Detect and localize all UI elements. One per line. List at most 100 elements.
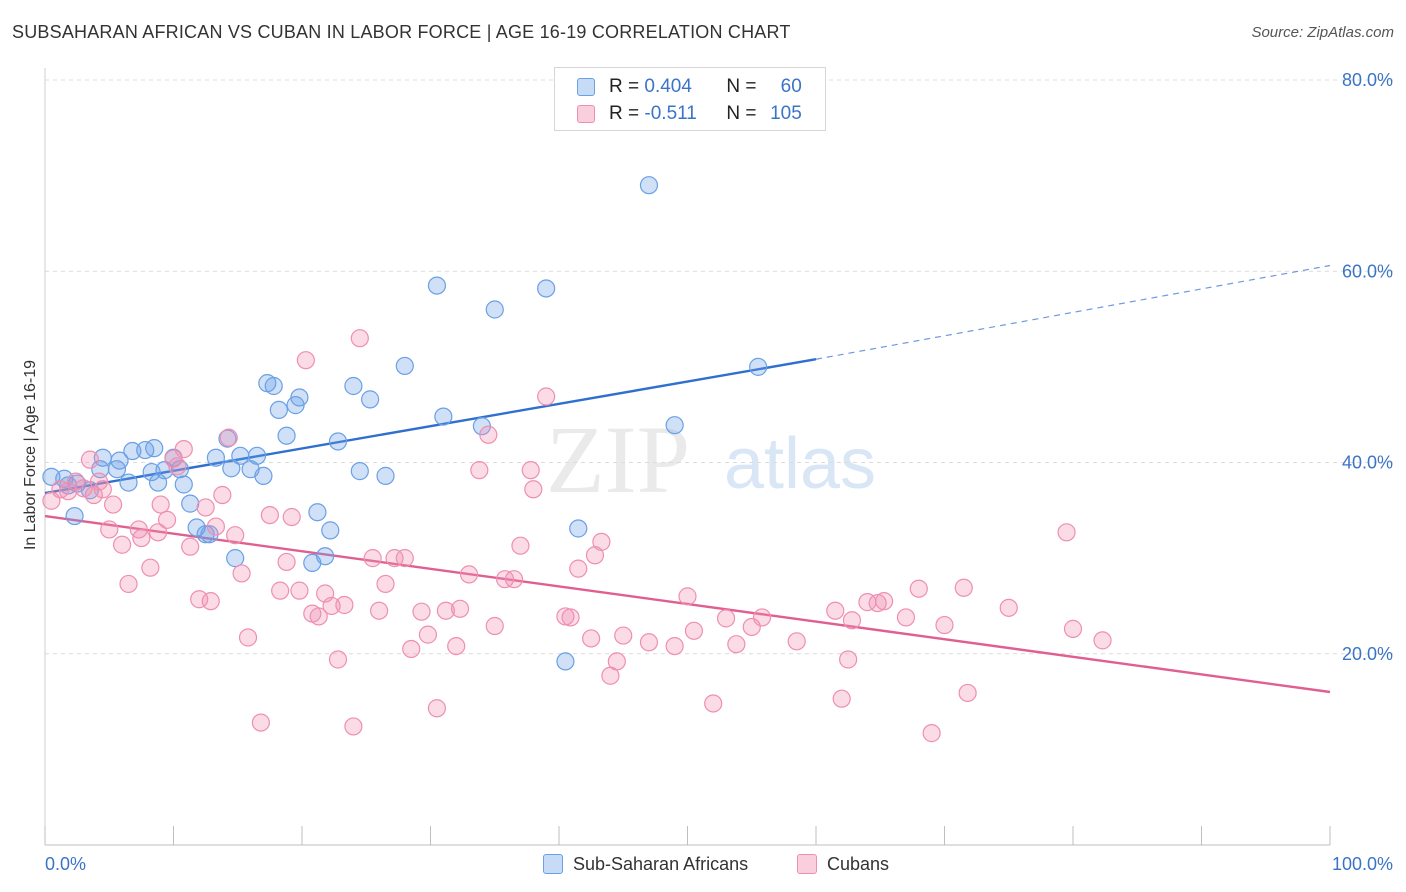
watermark: ZIP atlas	[546, 406, 876, 513]
legend-r-value: 0.404	[644, 76, 692, 97]
point-cuban	[80, 450, 100, 469]
axes	[44, 68, 1331, 846]
point-cuban	[826, 601, 845, 620]
source-note: Source: ZipAtlas.com	[1251, 24, 1394, 41]
point-cuban	[328, 650, 348, 669]
point-subsaharan	[427, 276, 447, 295]
point-cuban	[168, 457, 187, 476]
point-subsaharan	[395, 356, 414, 376]
point-cuban	[470, 461, 489, 480]
legend-n-value: 105	[770, 103, 802, 124]
point-cuban	[561, 608, 580, 627]
point-cuban	[151, 495, 170, 514]
trend-line-extension	[815, 264, 1331, 360]
point-cuban	[181, 537, 200, 556]
point-subsaharan	[136, 440, 155, 460]
point-subsaharan	[321, 521, 340, 540]
point-cuban	[277, 552, 296, 572]
legend-swatch-pink	[577, 105, 595, 123]
point-cuban	[1057, 523, 1076, 542]
series-label: Cubans	[827, 853, 890, 874]
point-cuban	[238, 628, 258, 647]
point-subsaharan	[328, 432, 348, 451]
point-cuban	[59, 482, 78, 501]
point-cuban	[350, 329, 369, 348]
point-cuban	[1063, 619, 1083, 638]
point-cuban	[363, 549, 382, 568]
tick-labels: 20.0% 40.0% 60.0% 80.0% 0.0% 100.0%	[45, 70, 1393, 874]
point-cuban	[537, 387, 556, 406]
point-subsaharan	[181, 494, 200, 513]
stats-legend: R = 0.404 N = 60 R = -0.511 N = 105	[554, 67, 826, 131]
chart-title: SUBSAHARAN AFRICAN VS CUBAN IN LABOR FOR…	[12, 22, 791, 42]
point-cuban	[251, 713, 270, 732]
point-cuban	[427, 699, 447, 718]
point-cuban	[684, 621, 704, 640]
point-cuban	[868, 593, 887, 613]
point-cuban	[678, 587, 697, 606]
point-cuban	[376, 574, 395, 594]
series-legend-subsaharan: Sub-Saharan Africans	[543, 852, 748, 876]
x-tick-label: 0.0%	[45, 854, 86, 874]
point-subsaharan	[376, 466, 395, 485]
point-cuban	[213, 485, 232, 505]
point-cuban	[260, 505, 279, 525]
series-legend-cubans: Cubans	[797, 852, 889, 876]
point-subsaharan	[196, 525, 215, 544]
point-subsaharan	[170, 460, 190, 479]
point-subsaharan	[264, 376, 283, 396]
point-cuban	[157, 510, 177, 529]
point-cuban	[219, 428, 238, 447]
point-cuban	[296, 351, 315, 370]
legend-row-subsaharan: R = 0.404 N = 60	[577, 74, 802, 100]
point-subsaharan	[639, 176, 659, 195]
legend-n-label: N =	[726, 103, 757, 124]
point-cuban	[935, 615, 954, 635]
legend-n-value: 60	[780, 76, 802, 97]
point-subsaharan	[344, 376, 363, 396]
legend-row-cuban: R = -0.511 N = 105	[577, 101, 802, 127]
point-cuban	[450, 599, 470, 618]
point-cuban	[412, 602, 431, 621]
point-cuban	[174, 440, 193, 459]
point-subsaharan	[110, 451, 129, 470]
point-cuban	[665, 636, 684, 656]
point-cuban	[704, 694, 723, 713]
point-cuban	[716, 609, 736, 628]
point-subsaharan	[350, 462, 369, 481]
point-cuban	[479, 425, 498, 444]
point-cuban	[148, 523, 168, 542]
point-cuban	[999, 598, 1018, 617]
point-cuban	[190, 590, 209, 609]
point-cuban	[74, 479, 93, 498]
legend-r-label: R =	[609, 76, 640, 97]
y-tick-label: 60.0%	[1342, 261, 1393, 281]
series-swatch-pink	[797, 854, 817, 874]
point-cuban	[639, 633, 659, 652]
point-cuban	[447, 636, 466, 656]
point-cuban	[370, 601, 389, 620]
point-cuban	[196, 498, 215, 517]
point-subsaharan	[290, 388, 309, 407]
y-tick-label: 80.0%	[1342, 70, 1393, 90]
point-subsaharan	[316, 547, 335, 566]
point-subsaharan	[556, 652, 575, 671]
point-cuban	[787, 632, 806, 651]
point-cuban	[119, 574, 138, 594]
point-cuban	[614, 626, 633, 645]
y-axis-title: In Labor Force | Age 16-19	[22, 360, 39, 550]
point-cuban	[395, 549, 414, 568]
point-cuban	[459, 565, 479, 584]
point-cuban	[309, 607, 328, 626]
point-subsaharan	[665, 416, 684, 435]
point-cuban	[84, 485, 103, 505]
legend-r-value: -0.511	[644, 103, 697, 124]
point-subsaharan	[123, 441, 142, 461]
point-cuban	[271, 581, 290, 600]
legend-swatch-blue	[577, 78, 595, 96]
watermark-atlas: atlas	[724, 424, 876, 504]
point-subsaharan	[222, 459, 241, 478]
point-cuban	[752, 608, 772, 627]
point-cuban	[954, 578, 973, 597]
